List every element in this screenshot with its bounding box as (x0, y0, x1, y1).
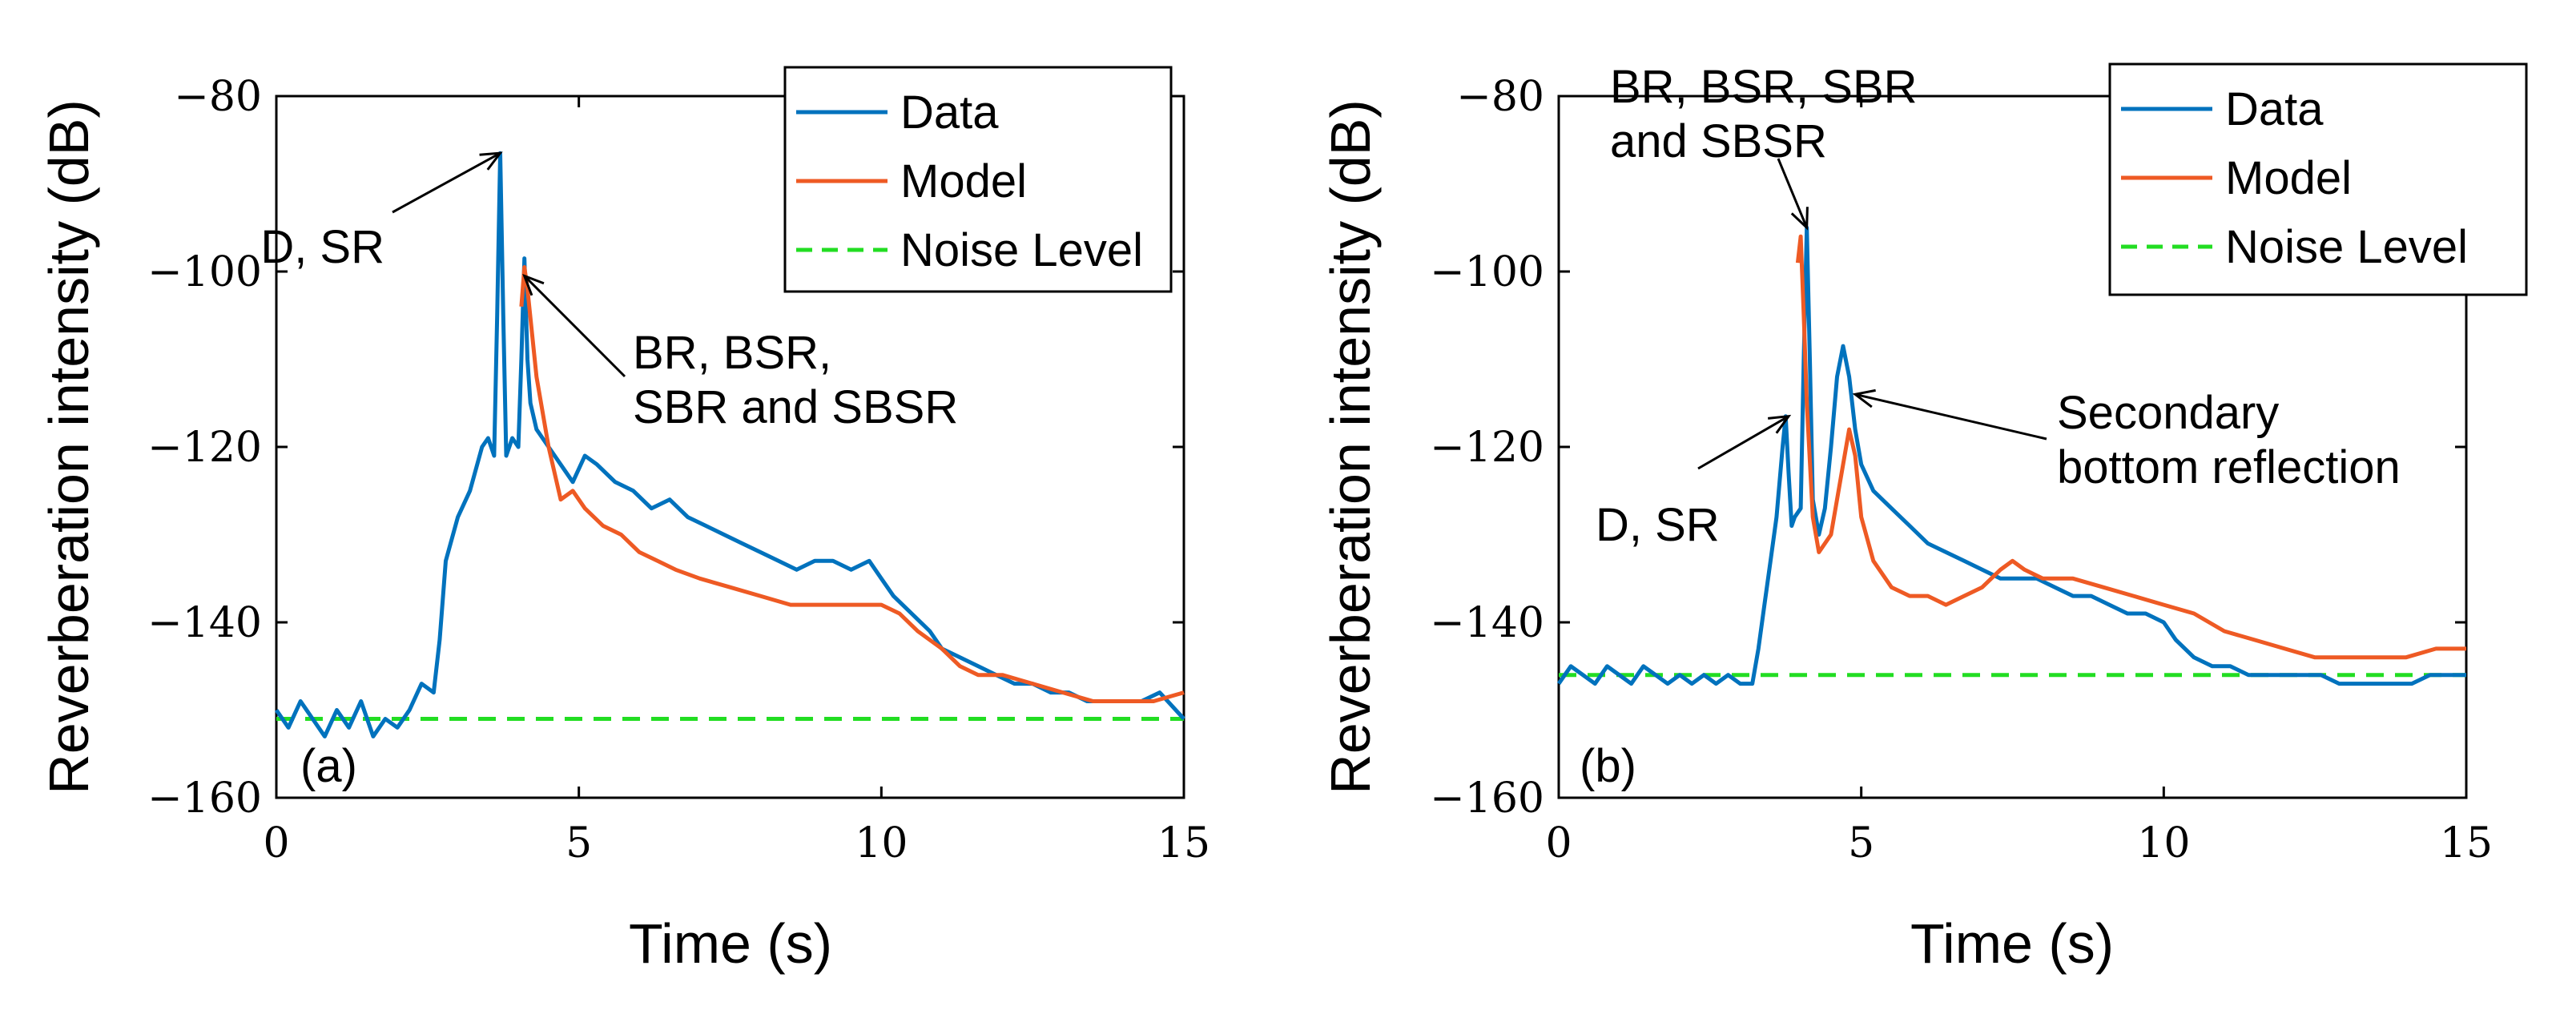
legend-a: Data Model Noise Level (783, 66, 1173, 293)
y-tick-label: −120 (1430, 424, 1544, 472)
y-axis-label: Reverberation intensity (dB) (1319, 99, 1382, 795)
x-tick-label: 5 (566, 819, 592, 867)
x-tick-label: 15 (2440, 819, 2493, 867)
annotation-arrow-head (522, 273, 545, 296)
chart-panel-b: 0 5 10 15 −80 −100 −120 −140 −160 BR, BSR, SBRan… (1319, 61, 2528, 975)
panel-label: (a) (300, 740, 357, 792)
y-tick-label: −140 (1430, 599, 1544, 647)
y-axis-label: Reverberation intensity (dB) (38, 99, 100, 795)
annotation-text: and SBSR (1610, 115, 1827, 167)
annotation-text: BR, BSR, (633, 327, 831, 379)
y-tick-label: −120 (147, 424, 262, 472)
legend-label: Model (900, 155, 1027, 207)
x-tick-label: 10 (2137, 819, 2190, 867)
annotation-text: D, SR (260, 221, 384, 273)
legend-b: Data Model Noise Level (2108, 62, 2528, 296)
legend-label: Noise Level (2225, 221, 2468, 273)
chart-panel-a: 0 5 10 15 −80 −100 −120 −140 −160 D, SR BR, BSR,S… (38, 66, 1210, 975)
annotation-arrow-head (479, 151, 503, 171)
x-tick-label: 10 (855, 819, 908, 867)
x-tick-label: 0 (1545, 819, 1572, 867)
annotation-text: bottom reflection (2057, 441, 2401, 493)
legend-label: Data (900, 87, 999, 139)
series-line-data (274, 151, 1185, 738)
y-tick-label: −100 (1430, 248, 1544, 296)
annotation-arrow-line (1854, 392, 2047, 441)
x-tick-label: 0 (263, 819, 289, 867)
y-tick-label: −80 (1456, 73, 1544, 121)
annotation-arrow-head (1852, 388, 1876, 408)
series-line-model (1795, 234, 2466, 660)
annotations-a: D, SR BR, BSR,SBR and SBSR (260, 151, 958, 433)
annotation-arrow-line (523, 275, 626, 378)
y-tick-label: −160 (147, 775, 262, 823)
annotation-arrow-line (1697, 415, 1789, 470)
annotation-text: Secondary (2057, 387, 2279, 439)
series-group-a (274, 151, 1185, 738)
x-axis-label: Time (s) (1910, 912, 2114, 975)
y-tick-label: −100 (147, 248, 262, 296)
y-tick-label: −140 (147, 599, 262, 647)
legend-label: Model (2225, 152, 2352, 204)
series-line-data (1556, 225, 2466, 686)
series-line-model (519, 265, 1185, 703)
annotation-text: BR, BSR, SBR (1610, 61, 1918, 113)
annotation-arrow-line (392, 151, 501, 214)
panel-label: (b) (1580, 740, 1636, 792)
x-tick-label: 5 (1848, 819, 1874, 867)
annotation-arrow-line (1777, 158, 1809, 228)
y-tick-label: −160 (1430, 775, 1544, 823)
legend-label: Data (2225, 83, 2324, 135)
annotation-arrow-head (1790, 207, 1809, 231)
ticks-a: 0 5 10 15 −80 −100 −120 −140 −160 (147, 73, 1210, 867)
annotation-text: D, SR (1596, 499, 1720, 551)
x-tick-label: 15 (1157, 819, 1210, 867)
legend-label: Noise Level (900, 224, 1143, 276)
series-group-b (1556, 225, 2466, 686)
y-tick-label: −80 (174, 73, 262, 121)
ticks-b: 0 5 10 15 −80 −100 −120 −140 −160 (1430, 73, 2493, 867)
annotation-text: SBR and SBSR (633, 381, 958, 433)
x-axis-label: Time (s) (629, 912, 832, 975)
annotation-arrow-head (1768, 414, 1792, 434)
